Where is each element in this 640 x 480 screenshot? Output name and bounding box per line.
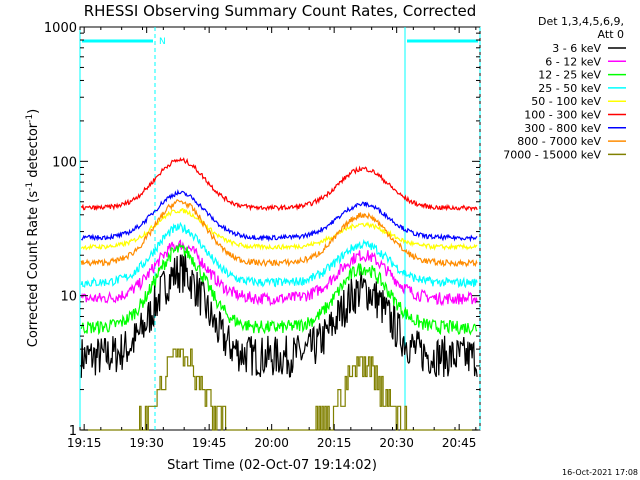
series-line [80, 221, 478, 289]
legend-header-line2: Att 0 [598, 28, 624, 41]
x-tick-label: 20:15 [317, 436, 352, 450]
x-tick-label: 20:00 [254, 436, 289, 450]
y-tick-label: 1 [69, 424, 77, 439]
series-line [80, 243, 478, 336]
legend-header-line1: Det 1,3,4,5,6,9, [538, 15, 624, 28]
y-axis-label: Corrected Count Rate (s-1 detector-1) [25, 109, 41, 347]
series-line [81, 348, 478, 431]
y-axis-label-main: Corrected Count Rate (s [26, 191, 41, 348]
series-line [80, 254, 478, 378]
legend-label: 7000 - 15000 keV [503, 148, 601, 161]
y-axis-label-end: ) [26, 109, 41, 114]
plot-area: N 19:15 19:30 19:45 20:00 20:15 20:30 20:45 1 10… [44, 21, 481, 450]
y-axis-label-mid: detector [26, 122, 41, 182]
legend-label: 100 - 300 keV [524, 109, 601, 122]
y-tick-label: 1000 [44, 21, 77, 36]
y-axis-label-sup1: -1 [25, 182, 35, 191]
footer-date: 16-Oct-2021 17:08 [562, 468, 638, 477]
x-tick-label: 19:45 [192, 436, 227, 450]
series-layer [80, 156, 478, 431]
x-tick-label: 20:45 [442, 436, 477, 450]
night-bars: N [79, 27, 481, 430]
legend-label: 3 - 6 keV [552, 42, 601, 55]
axes-layer: 19:15 19:30 19:45 20:00 20:15 20:30 20:45 1 10 10… [44, 21, 480, 450]
y-tick-label: 100 [52, 155, 77, 170]
series-line [80, 239, 478, 307]
series-line [80, 156, 478, 212]
legend-label: 800 - 7000 keV [517, 135, 601, 148]
series-line [80, 199, 478, 268]
chart-title: RHESSI Observing Summary Count Rates, Co… [84, 2, 477, 20]
legend-label: 300 - 800 keV [524, 122, 601, 135]
legend-label: 12 - 25 keV [538, 69, 601, 82]
x-tick-label: 20:30 [379, 436, 414, 450]
series-line [80, 208, 478, 251]
series-line [81, 188, 478, 243]
legend-label: 25 - 50 keV [538, 82, 601, 95]
y-tick-label: 10 [60, 290, 77, 305]
x-tick-label: 19:30 [129, 436, 164, 450]
legend-label: 6 - 12 keV [545, 55, 601, 68]
x-tick-label: 19:15 [67, 436, 102, 450]
y-axis-label-sup2: -1 [25, 114, 35, 123]
night-label: N [159, 37, 166, 47]
x-axis-label: Start Time (02-Oct-07 19:14:02) [167, 458, 377, 473]
legend-label: 50 - 100 keV [531, 95, 601, 108]
